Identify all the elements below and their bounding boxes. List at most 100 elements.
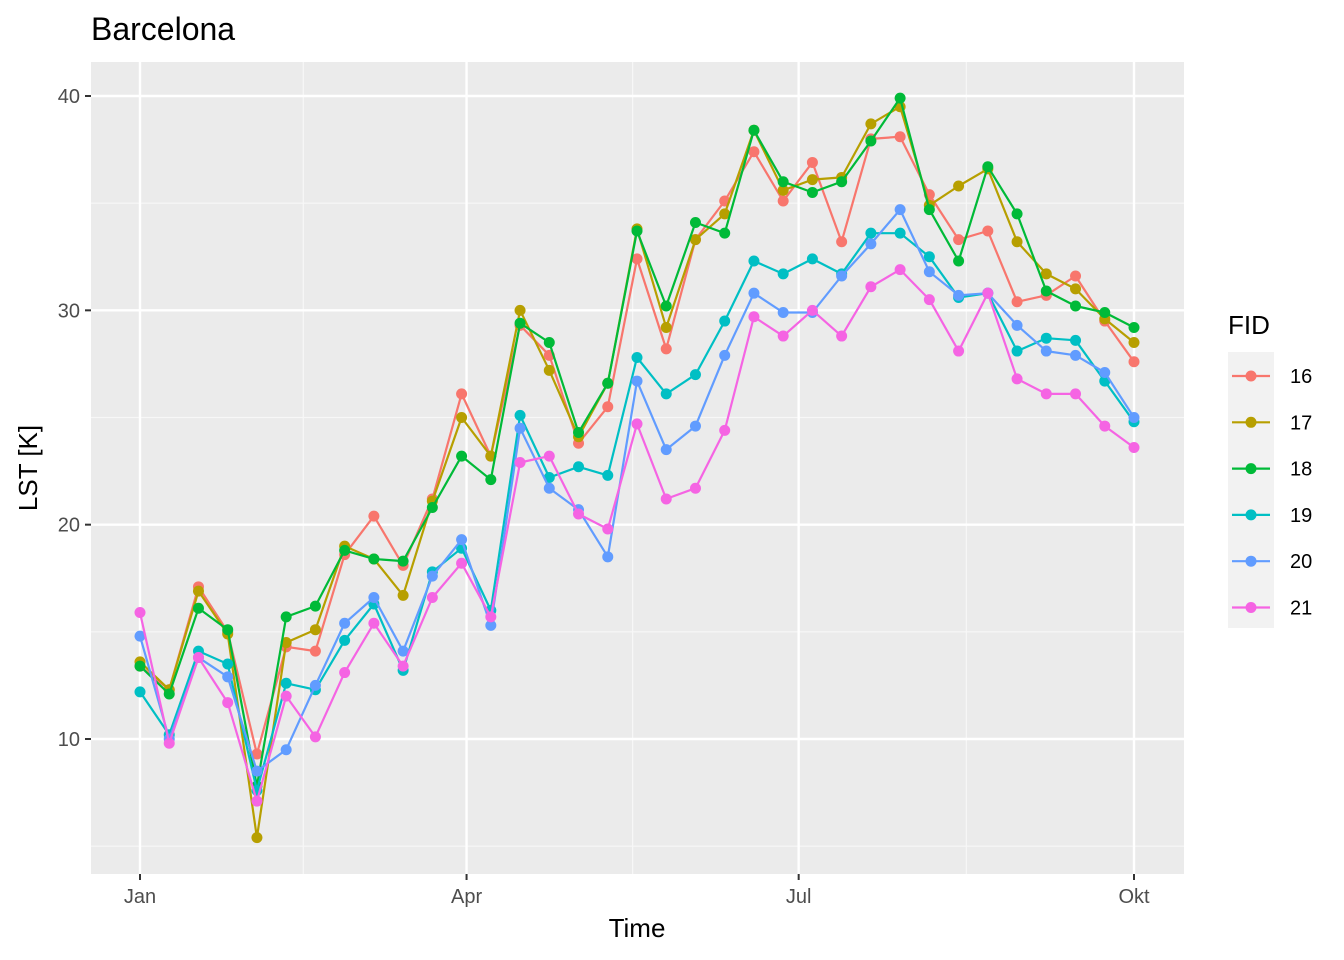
- x-tick-label: Okt: [1118, 886, 1150, 908]
- data-point: [719, 424, 731, 436]
- data-point: [1040, 388, 1052, 400]
- data-point: [748, 255, 760, 267]
- data-point: [339, 617, 351, 629]
- y-tick-label: 10: [58, 729, 80, 751]
- data-point: [748, 287, 760, 299]
- y-tick-label: 20: [58, 515, 80, 537]
- data-point: [602, 523, 614, 535]
- data-point: [163, 737, 175, 749]
- data-point: [309, 679, 321, 691]
- data-point: [923, 294, 935, 306]
- data-point: [660, 493, 672, 505]
- data-point: [456, 388, 468, 400]
- data-point: [953, 289, 965, 301]
- data-point: [1040, 345, 1052, 357]
- data-point: [982, 287, 994, 299]
- legend-key-icon: [1245, 370, 1257, 382]
- data-point: [689, 482, 701, 494]
- data-point: [192, 652, 204, 664]
- data-point: [631, 375, 643, 387]
- data-point: [573, 508, 585, 520]
- data-point: [368, 553, 380, 565]
- data-point: [1040, 268, 1052, 280]
- data-point: [456, 557, 468, 569]
- data-point: [660, 444, 672, 456]
- data-point: [1128, 321, 1140, 333]
- legend-item-20: 20: [1232, 551, 1312, 573]
- data-point: [748, 146, 760, 158]
- data-point: [485, 611, 497, 623]
- legend-key-icon: [1245, 463, 1257, 475]
- data-point: [894, 131, 906, 143]
- data-point: [222, 658, 234, 670]
- data-point: [280, 611, 292, 623]
- data-point: [1011, 208, 1023, 220]
- data-point: [397, 645, 409, 657]
- data-point: [894, 204, 906, 216]
- data-point: [748, 311, 760, 323]
- data-point: [485, 450, 497, 462]
- data-point: [1099, 306, 1111, 318]
- data-point: [631, 253, 643, 265]
- data-point: [894, 92, 906, 104]
- x-axis: Jan Apr Jul Okt: [124, 874, 1150, 908]
- data-point: [865, 135, 877, 147]
- data-point: [543, 364, 555, 376]
- data-point: [309, 624, 321, 636]
- data-point: [953, 234, 965, 246]
- legend-item-18: 18: [1232, 459, 1312, 481]
- data-point: [514, 409, 526, 421]
- y-axis-title: LST [K]: [13, 425, 43, 511]
- x-axis-title: Time: [609, 913, 666, 943]
- data-point: [689, 234, 701, 246]
- data-point: [339, 634, 351, 646]
- data-point: [719, 208, 731, 220]
- legend-item-16: 16: [1232, 366, 1312, 388]
- data-point: [1070, 334, 1082, 346]
- data-point: [134, 607, 146, 619]
- x-tick-label: Jul: [786, 886, 812, 908]
- data-point: [1011, 345, 1023, 357]
- data-point: [573, 461, 585, 473]
- data-point: [660, 321, 672, 333]
- legend-item-17: 17: [1232, 412, 1312, 434]
- data-point: [719, 227, 731, 239]
- data-point: [251, 748, 263, 760]
- data-point: [777, 306, 789, 318]
- data-point: [192, 585, 204, 597]
- data-point: [865, 118, 877, 130]
- legend-title: FID: [1228, 310, 1270, 340]
- data-point: [397, 589, 409, 601]
- data-point: [719, 315, 731, 327]
- data-point: [836, 270, 848, 282]
- data-point: [309, 731, 321, 743]
- data-point: [689, 420, 701, 432]
- data-point: [689, 216, 701, 228]
- legend-label: 20: [1290, 551, 1312, 573]
- legend-key-icon: [1245, 602, 1257, 613]
- y-tick-label: 30: [58, 300, 80, 322]
- series-18: [134, 92, 1140, 792]
- data-point: [456, 534, 468, 546]
- data-point: [806, 186, 818, 198]
- data-point: [543, 336, 555, 348]
- data-point: [426, 570, 438, 582]
- data-point: [1128, 442, 1140, 454]
- data-point: [573, 427, 585, 439]
- x-tick-label: Jan: [124, 886, 156, 908]
- data-point: [251, 765, 263, 777]
- data-point: [1070, 300, 1082, 312]
- data-point: [631, 418, 643, 430]
- data-point: [1099, 420, 1111, 432]
- data-point: [1011, 236, 1023, 248]
- data-point: [923, 251, 935, 263]
- legend-label: 19: [1290, 505, 1312, 527]
- data-point: [543, 482, 555, 494]
- data-point: [806, 304, 818, 316]
- y-tick-label: 40: [58, 86, 80, 108]
- data-point: [163, 688, 175, 700]
- legend-item-21: 21: [1232, 598, 1312, 620]
- data-point: [280, 677, 292, 689]
- data-point: [806, 156, 818, 168]
